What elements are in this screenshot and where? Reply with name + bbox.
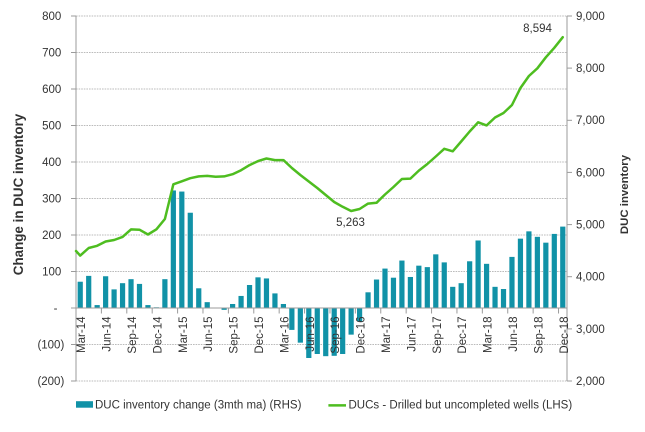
svg-text:Jun-16: Jun-16 bbox=[305, 317, 317, 352]
svg-text:Mar-14: Mar-14 bbox=[76, 316, 88, 353]
svg-text:(100): (100) bbox=[37, 339, 64, 351]
svg-text:Jun-14: Jun-14 bbox=[102, 316, 114, 352]
svg-text:100: 100 bbox=[42, 266, 61, 278]
svg-text:200: 200 bbox=[42, 230, 61, 242]
svg-text:Dec-17: Dec-17 bbox=[457, 317, 469, 354]
svg-text:9,000: 9,000 bbox=[576, 11, 605, 23]
svg-text:800: 800 bbox=[42, 11, 61, 23]
svg-text:Sep-14: Sep-14 bbox=[127, 316, 139, 354]
svg-text:DUC inventory: DUC inventory bbox=[619, 154, 631, 234]
svg-text:Mar-16: Mar-16 bbox=[279, 317, 291, 353]
svg-text:6,000: 6,000 bbox=[576, 167, 605, 179]
svg-text:Mar-15: Mar-15 bbox=[178, 317, 190, 353]
svg-text:Dec-15: Dec-15 bbox=[254, 317, 266, 354]
svg-text:Sep-17: Sep-17 bbox=[432, 317, 444, 354]
svg-text:Sep-15: Sep-15 bbox=[229, 317, 241, 354]
svg-text:2,000: 2,000 bbox=[576, 376, 605, 388]
svg-text:700: 700 bbox=[42, 47, 61, 59]
svg-text:Mar-17: Mar-17 bbox=[381, 317, 393, 353]
svg-text:600: 600 bbox=[42, 84, 61, 96]
svg-text:Jun-18: Jun-18 bbox=[508, 317, 520, 352]
svg-text:Dec-18: Dec-18 bbox=[559, 317, 571, 354]
svg-text:7,000: 7,000 bbox=[576, 115, 605, 127]
svg-text:Sep-16: Sep-16 bbox=[330, 317, 342, 354]
svg-text:Change in DUC inventory: Change in DUC inventory bbox=[11, 113, 26, 275]
svg-text:(200): (200) bbox=[37, 376, 64, 388]
svg-text:4,000: 4,000 bbox=[576, 272, 605, 284]
svg-text:3,000: 3,000 bbox=[576, 324, 605, 336]
svg-text:-: - bbox=[54, 303, 58, 315]
svg-text:Dec-14: Dec-14 bbox=[152, 316, 164, 354]
svg-text:5,263: 5,263 bbox=[336, 217, 365, 229]
svg-text:Jun-15: Jun-15 bbox=[203, 317, 215, 352]
svg-text:Dec-16: Dec-16 bbox=[356, 317, 368, 354]
svg-text:Sep-18: Sep-18 bbox=[533, 317, 545, 354]
svg-text:300: 300 bbox=[42, 193, 61, 205]
svg-text:8,000: 8,000 bbox=[576, 63, 605, 75]
svg-text:Jun-17: Jun-17 bbox=[406, 317, 418, 352]
svg-text:8,594: 8,594 bbox=[523, 23, 552, 35]
svg-text:5,000: 5,000 bbox=[576, 220, 605, 232]
svg-text:DUCs - Drilled but uncompleted: DUCs - Drilled but uncompleted wells (LH… bbox=[349, 400, 573, 412]
svg-text:400: 400 bbox=[42, 157, 61, 169]
svg-text:Mar-18: Mar-18 bbox=[483, 317, 495, 353]
svg-text:500: 500 bbox=[42, 120, 61, 132]
svg-text:DUC inventory change (3mth ma): DUC inventory change (3mth ma) (RHS) bbox=[95, 400, 302, 412]
